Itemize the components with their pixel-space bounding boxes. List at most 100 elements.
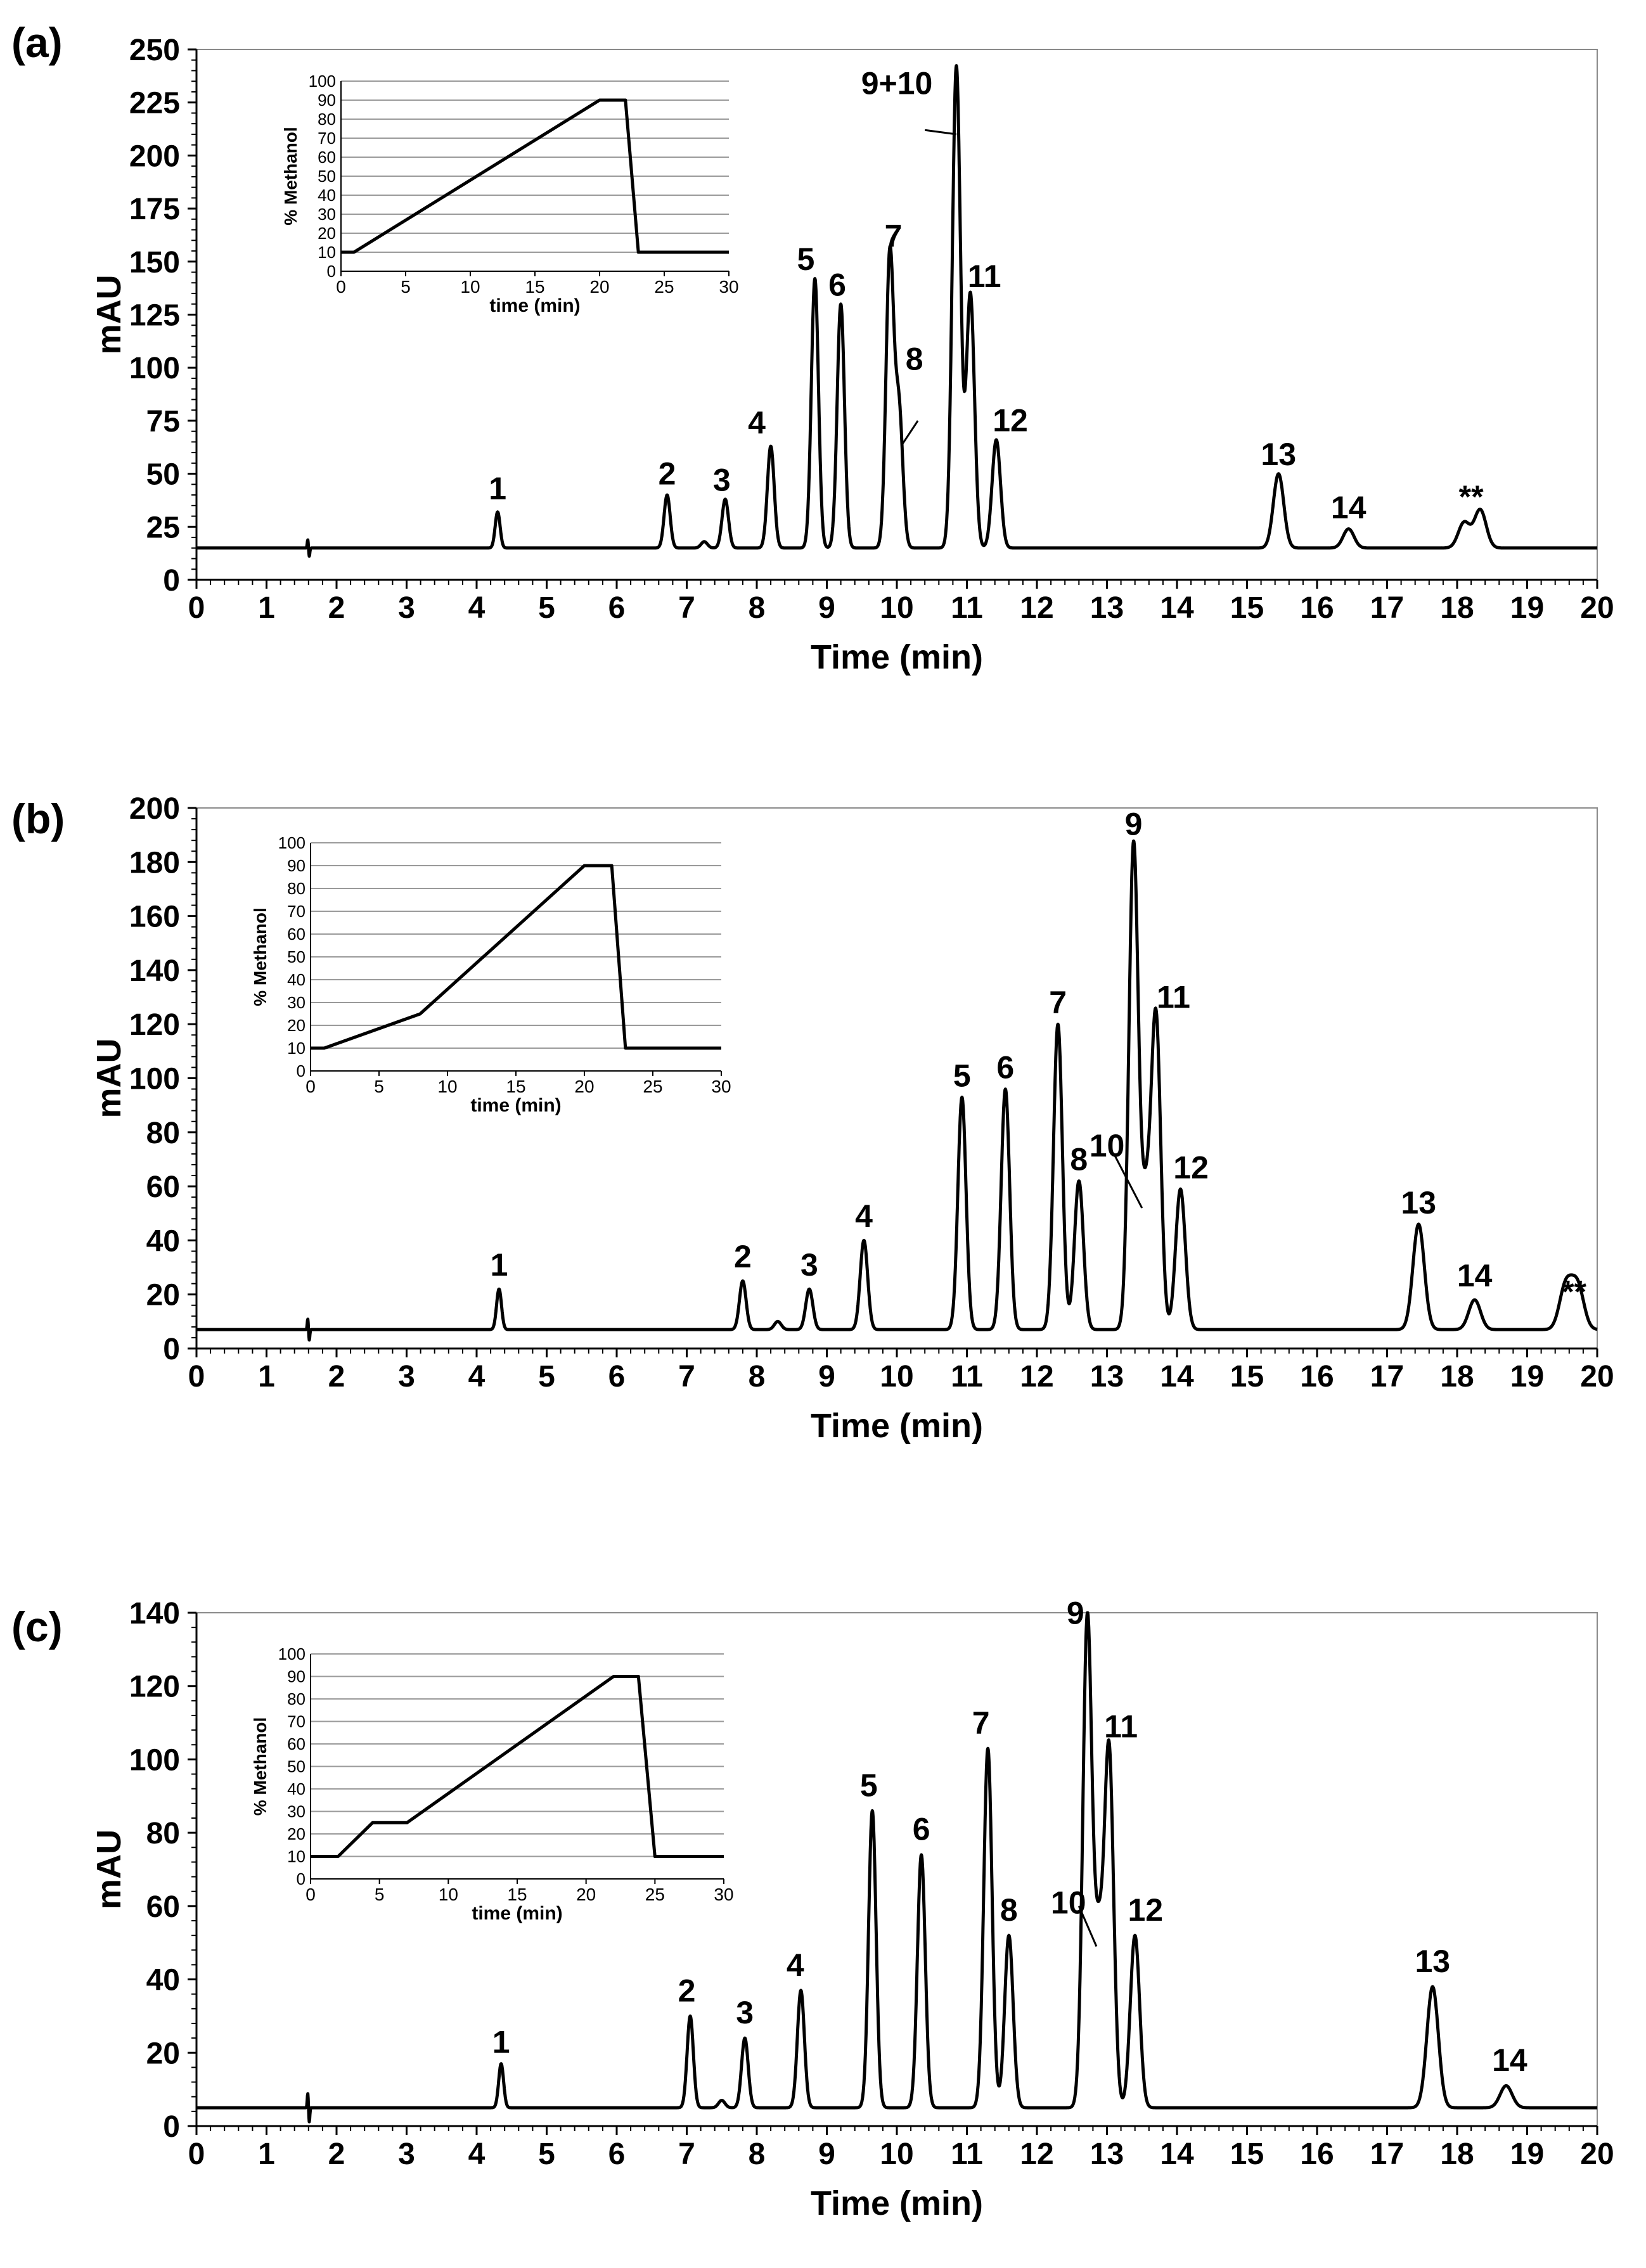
inset-y-tick-label: 60 bbox=[318, 148, 336, 167]
annotation-leader bbox=[924, 129, 957, 136]
peak-label: 9+10 bbox=[861, 65, 933, 101]
inset-x-tick-label: 15 bbox=[525, 277, 544, 297]
gradient-line bbox=[311, 1675, 724, 1858]
peak-label: 3 bbox=[736, 1995, 754, 2030]
x-tick-label: 1 bbox=[258, 591, 275, 625]
x-tick-label: 7 bbox=[678, 2137, 695, 2171]
inset-y-tick-label: 80 bbox=[287, 879, 305, 898]
peak-label: 14 bbox=[1492, 2042, 1527, 2078]
y-tick-label: 120 bbox=[129, 1008, 180, 1042]
panel-label: (a) bbox=[11, 19, 63, 66]
inset-x-tick-label: 20 bbox=[589, 277, 609, 297]
peak-label: 12 bbox=[1173, 1150, 1209, 1185]
x-tick-label: 7 bbox=[678, 591, 695, 625]
x-tick-label: 4 bbox=[468, 591, 485, 625]
x-tick-label: 12 bbox=[1020, 2137, 1053, 2171]
y-tick-label: 180 bbox=[129, 846, 180, 880]
x-axis-title: Time (min) bbox=[811, 1407, 983, 1445]
x-tick-label: 18 bbox=[1440, 591, 1474, 625]
inset-y-tick-label: 10 bbox=[287, 1039, 305, 1058]
x-tick-label: 20 bbox=[1580, 591, 1614, 625]
y-tick-label: 100 bbox=[129, 1743, 180, 1777]
peak-label: 14 bbox=[1457, 1258, 1493, 1293]
y-axis-title: mAU bbox=[90, 1829, 128, 1909]
y-tick-label: 200 bbox=[129, 792, 180, 826]
inset-y-tick-label: 20 bbox=[318, 224, 336, 243]
x-tick-label: 9 bbox=[818, 2137, 835, 2171]
x-tick-label: 6 bbox=[608, 1360, 626, 1393]
x-tick-label: 14 bbox=[1160, 591, 1194, 625]
inset-y-tick-label: 70 bbox=[287, 902, 305, 921]
inset-y-tick-label: 10 bbox=[287, 1847, 305, 1866]
inset-y-tick-label: 80 bbox=[287, 1689, 305, 1708]
x-tick-label: 6 bbox=[608, 591, 626, 625]
y-tick-label: 200 bbox=[129, 139, 180, 173]
inset-y-tick-label: 60 bbox=[287, 925, 305, 944]
x-tick-label: 1 bbox=[258, 1360, 275, 1393]
peak-label: 1 bbox=[489, 471, 506, 506]
x-tick-label: 20 bbox=[1580, 2137, 1614, 2171]
inset-y-tick-label: 100 bbox=[278, 833, 305, 852]
peak-label: 5 bbox=[797, 241, 814, 277]
x-tick-label: 16 bbox=[1300, 1360, 1334, 1393]
inset-x-tick-label: 30 bbox=[719, 277, 738, 297]
inset-y-tick-label: 50 bbox=[287, 947, 305, 966]
peak-label: 8 bbox=[1000, 1892, 1018, 1928]
peak-label: 7 bbox=[972, 1705, 990, 1741]
peak-label: 1 bbox=[492, 2024, 510, 2060]
peak-label: 12 bbox=[993, 403, 1028, 439]
chromatogram-trace bbox=[195, 64, 1598, 558]
peak-label: 10 bbox=[1051, 1885, 1086, 1920]
inset-y-axis-title: % Methanol bbox=[250, 907, 270, 1006]
peak-label: ** bbox=[1562, 1274, 1586, 1309]
inset-x-axis-title: time (min) bbox=[489, 295, 580, 316]
inset-x-axis-title: time (min) bbox=[470, 1095, 561, 1116]
y-tick-label: 140 bbox=[129, 1597, 180, 1631]
inset-y-tick-label: 30 bbox=[287, 1802, 305, 1821]
y-tick-label: 0 bbox=[163, 1333, 180, 1366]
y-tick-label: 250 bbox=[129, 34, 180, 67]
x-tick-label: 1 bbox=[258, 2137, 275, 2171]
inset-y-tick-label: 30 bbox=[318, 205, 336, 224]
x-tick-label: 2 bbox=[328, 591, 345, 625]
inset-x-tick-label: 5 bbox=[401, 277, 411, 297]
peak-label: 11 bbox=[1157, 980, 1190, 1015]
inset-x-tick-label: 30 bbox=[714, 1885, 733, 1904]
peak-label: 12 bbox=[1128, 1892, 1163, 1928]
inset-y-tick-label: 0 bbox=[297, 1061, 305, 1080]
x-tick-label: 0 bbox=[188, 1360, 205, 1393]
annotation-leader bbox=[901, 420, 919, 445]
gradient-line bbox=[311, 864, 721, 1050]
x-tick-label: 9 bbox=[818, 1360, 835, 1393]
peak-label: 2 bbox=[659, 456, 676, 491]
inset-x-tick-label: 25 bbox=[643, 1077, 662, 1096]
x-tick-label: 19 bbox=[1510, 591, 1544, 625]
y-tick-label: 140 bbox=[129, 954, 180, 988]
x-tick-label: 12 bbox=[1020, 591, 1053, 625]
inset-x-tick-label: 0 bbox=[305, 1077, 316, 1096]
y-axis-title: mAU bbox=[90, 274, 128, 354]
y-tick-label: 80 bbox=[146, 1817, 180, 1850]
x-tick-label: 7 bbox=[678, 1360, 695, 1393]
peak-label: 1 bbox=[490, 1247, 508, 1283]
x-tick-label: 19 bbox=[1510, 1360, 1544, 1393]
x-tick-label: 17 bbox=[1370, 591, 1404, 625]
x-tick-label: 18 bbox=[1440, 2137, 1474, 2171]
x-tick-label: 16 bbox=[1300, 591, 1334, 625]
inset-x-tick-label: 0 bbox=[305, 1885, 316, 1904]
peak-label: 11 bbox=[968, 259, 1001, 294]
inset-x-tick-label: 0 bbox=[336, 277, 346, 297]
x-tick-label: 3 bbox=[398, 1360, 415, 1393]
inset-x-tick-label: 10 bbox=[437, 1077, 457, 1096]
inset-x-tick-label: 20 bbox=[576, 1885, 596, 1904]
peak-label: 8 bbox=[906, 342, 923, 377]
panel-label: (b) bbox=[11, 795, 65, 842]
x-tick-label: 17 bbox=[1370, 1360, 1404, 1393]
peak-label: 13 bbox=[1415, 1944, 1451, 1979]
x-tick-label: 16 bbox=[1300, 2137, 1334, 2171]
x-tick-label: 2 bbox=[328, 2137, 345, 2171]
peak-label: 2 bbox=[678, 1973, 696, 2008]
